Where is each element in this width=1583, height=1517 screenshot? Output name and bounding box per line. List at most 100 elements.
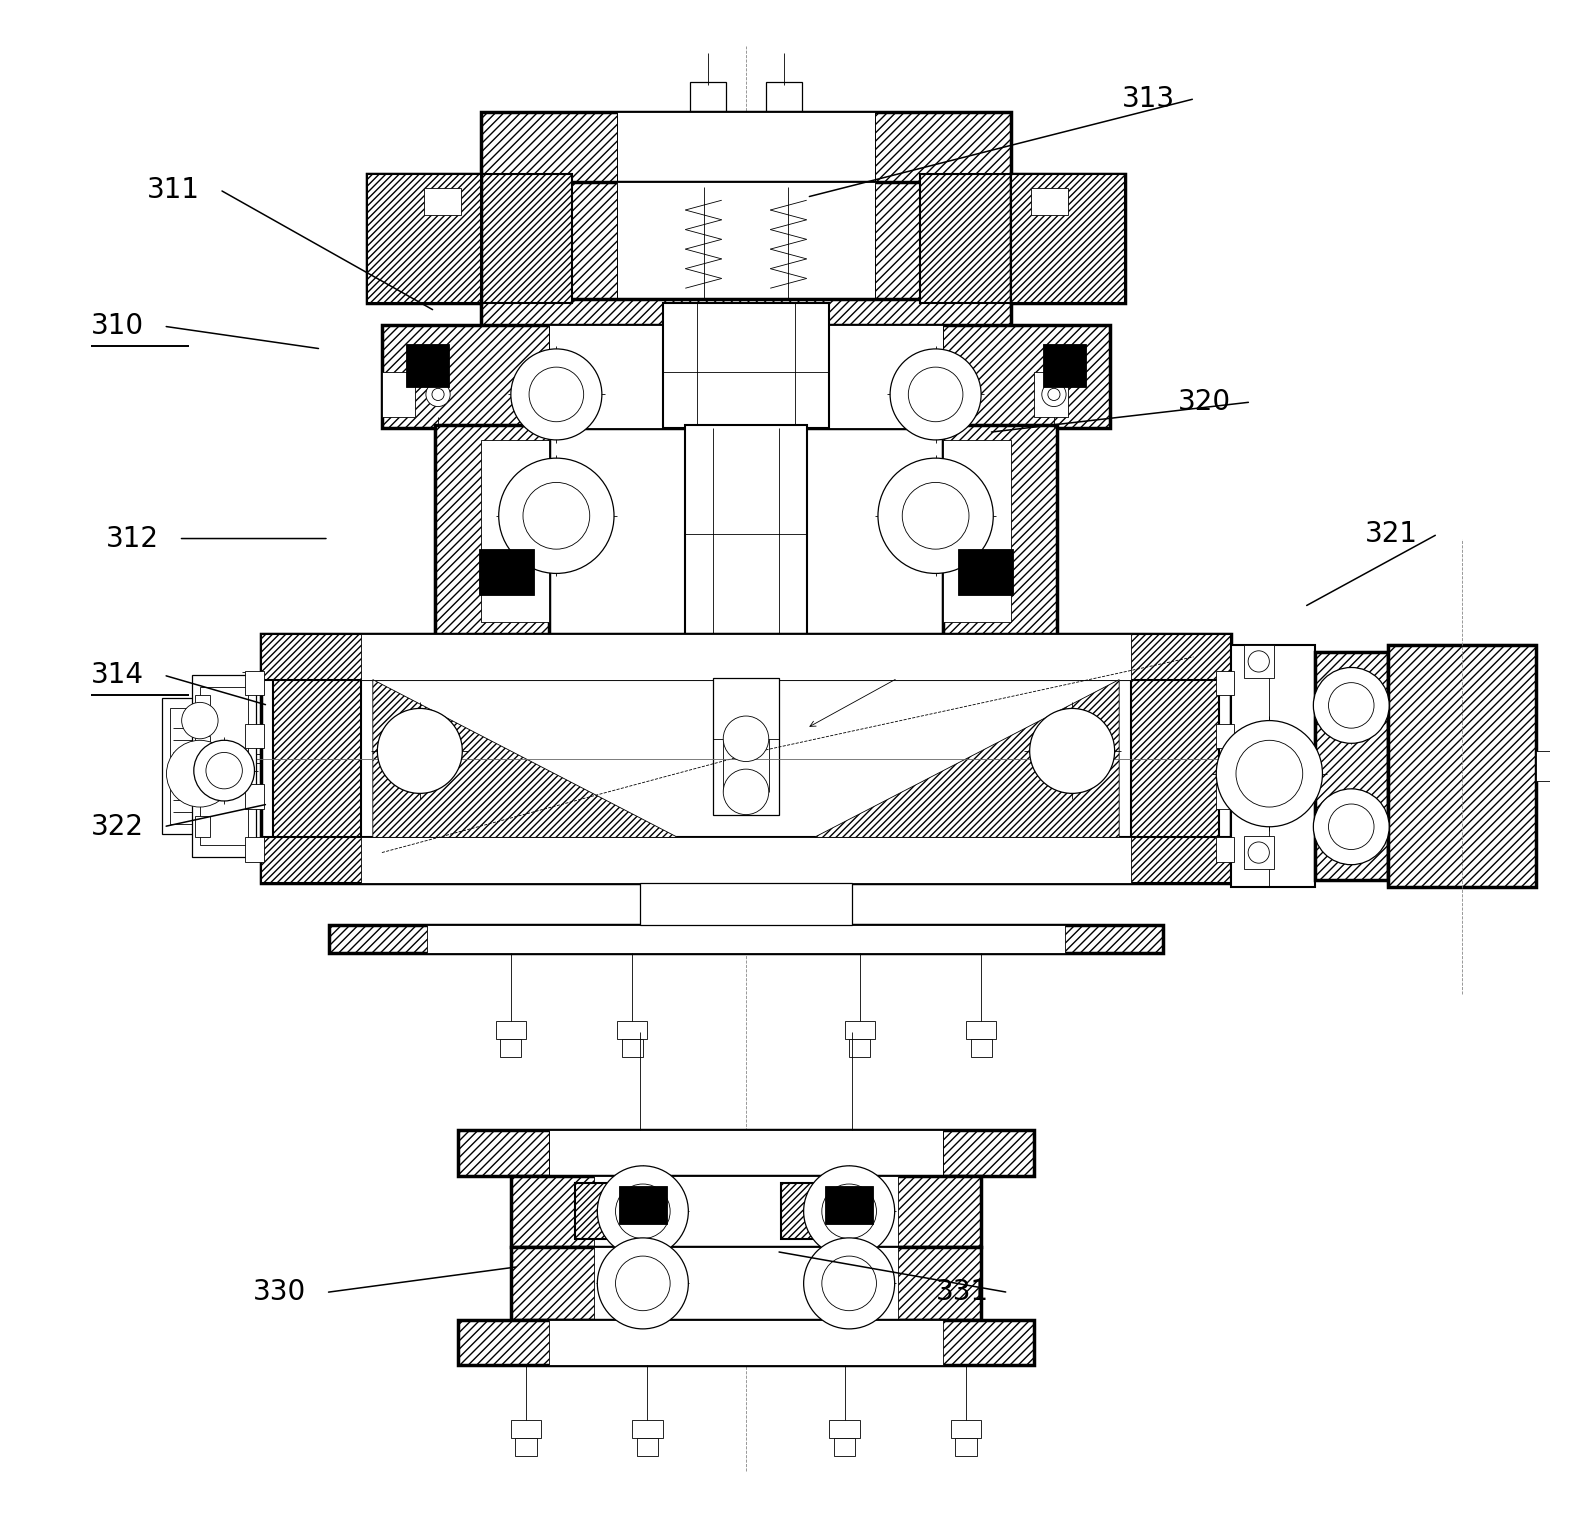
Circle shape bbox=[1048, 388, 1061, 400]
Bar bbox=[481, 112, 1012, 185]
Bar bbox=[261, 634, 1232, 883]
Bar bbox=[195, 736, 211, 757]
Bar bbox=[549, 1130, 943, 1176]
Circle shape bbox=[909, 367, 962, 422]
Bar bbox=[594, 1176, 898, 1247]
Bar bbox=[329, 925, 1164, 953]
Bar bbox=[636, 1438, 659, 1456]
Circle shape bbox=[522, 482, 590, 549]
Bar bbox=[594, 1247, 898, 1320]
Bar bbox=[495, 1021, 526, 1039]
Bar bbox=[272, 646, 361, 871]
Bar bbox=[195, 816, 211, 837]
Bar bbox=[966, 1021, 996, 1039]
Bar bbox=[199, 687, 249, 845]
Circle shape bbox=[616, 1183, 670, 1238]
Bar bbox=[407, 344, 448, 387]
Bar bbox=[663, 303, 829, 428]
Polygon shape bbox=[814, 680, 1119, 837]
Bar bbox=[970, 1039, 991, 1057]
Bar bbox=[481, 174, 571, 303]
Circle shape bbox=[597, 1238, 689, 1329]
Circle shape bbox=[1247, 651, 1270, 672]
Bar bbox=[367, 174, 481, 303]
Circle shape bbox=[206, 752, 242, 789]
Bar bbox=[511, 1420, 541, 1438]
Circle shape bbox=[1042, 382, 1065, 407]
Bar bbox=[685, 425, 807, 637]
Bar bbox=[632, 1420, 663, 1438]
Circle shape bbox=[822, 1256, 877, 1311]
Text: 322: 322 bbox=[90, 813, 144, 840]
Circle shape bbox=[890, 349, 981, 440]
Circle shape bbox=[1247, 842, 1270, 863]
Bar bbox=[169, 708, 230, 824]
Bar bbox=[1315, 652, 1388, 880]
Bar bbox=[640, 883, 852, 925]
Bar bbox=[481, 182, 1012, 303]
Bar bbox=[943, 425, 1057, 637]
Bar bbox=[690, 82, 727, 115]
Circle shape bbox=[597, 1165, 689, 1256]
Bar bbox=[943, 440, 1012, 622]
Text: 310: 310 bbox=[90, 313, 144, 340]
Bar bbox=[622, 1039, 643, 1057]
Bar bbox=[1388, 645, 1537, 887]
Bar bbox=[261, 634, 1232, 680]
Bar bbox=[780, 1183, 872, 1239]
Text: 320: 320 bbox=[1178, 388, 1232, 416]
Bar bbox=[516, 1438, 537, 1456]
Text: 321: 321 bbox=[1365, 520, 1418, 548]
Bar bbox=[1388, 645, 1537, 887]
Bar bbox=[920, 174, 1012, 303]
Polygon shape bbox=[374, 680, 678, 837]
Bar bbox=[955, 1438, 977, 1456]
Bar bbox=[617, 1021, 647, 1039]
Circle shape bbox=[426, 382, 450, 407]
Circle shape bbox=[822, 1183, 877, 1238]
Bar bbox=[1216, 784, 1235, 809]
Bar bbox=[480, 549, 533, 595]
Bar bbox=[1216, 724, 1235, 748]
Circle shape bbox=[432, 388, 445, 400]
Bar bbox=[712, 678, 779, 815]
Bar bbox=[549, 1320, 943, 1365]
Text: 330: 330 bbox=[253, 1279, 306, 1306]
Circle shape bbox=[879, 458, 993, 573]
Text: 313: 313 bbox=[1122, 85, 1175, 112]
Bar bbox=[245, 671, 264, 695]
Bar bbox=[382, 325, 1110, 428]
Bar bbox=[1232, 645, 1315, 887]
Circle shape bbox=[511, 349, 602, 440]
Bar bbox=[382, 372, 415, 417]
Bar bbox=[1034, 372, 1067, 417]
Bar bbox=[192, 675, 256, 857]
Bar bbox=[435, 425, 549, 637]
Bar bbox=[951, 1420, 981, 1438]
Bar bbox=[424, 188, 461, 215]
Circle shape bbox=[1314, 667, 1390, 743]
Bar bbox=[361, 837, 1132, 883]
Bar bbox=[195, 775, 211, 796]
Circle shape bbox=[804, 1238, 894, 1329]
Bar bbox=[245, 784, 264, 809]
Bar bbox=[766, 82, 803, 115]
Bar bbox=[245, 837, 264, 862]
Circle shape bbox=[1328, 683, 1374, 728]
Bar bbox=[1315, 652, 1388, 880]
Circle shape bbox=[1236, 740, 1303, 807]
Circle shape bbox=[529, 367, 584, 422]
Bar bbox=[845, 1021, 875, 1039]
Bar bbox=[1031, 188, 1067, 215]
Circle shape bbox=[166, 740, 233, 807]
Text: 311: 311 bbox=[147, 176, 199, 203]
Bar bbox=[1216, 837, 1235, 862]
Bar bbox=[825, 1186, 874, 1224]
Bar bbox=[481, 440, 549, 622]
Bar bbox=[1244, 645, 1274, 678]
Text: 331: 331 bbox=[936, 1279, 989, 1306]
Bar bbox=[1012, 174, 1126, 303]
Bar bbox=[511, 1176, 981, 1247]
Bar bbox=[943, 425, 1057, 637]
Circle shape bbox=[902, 482, 969, 549]
